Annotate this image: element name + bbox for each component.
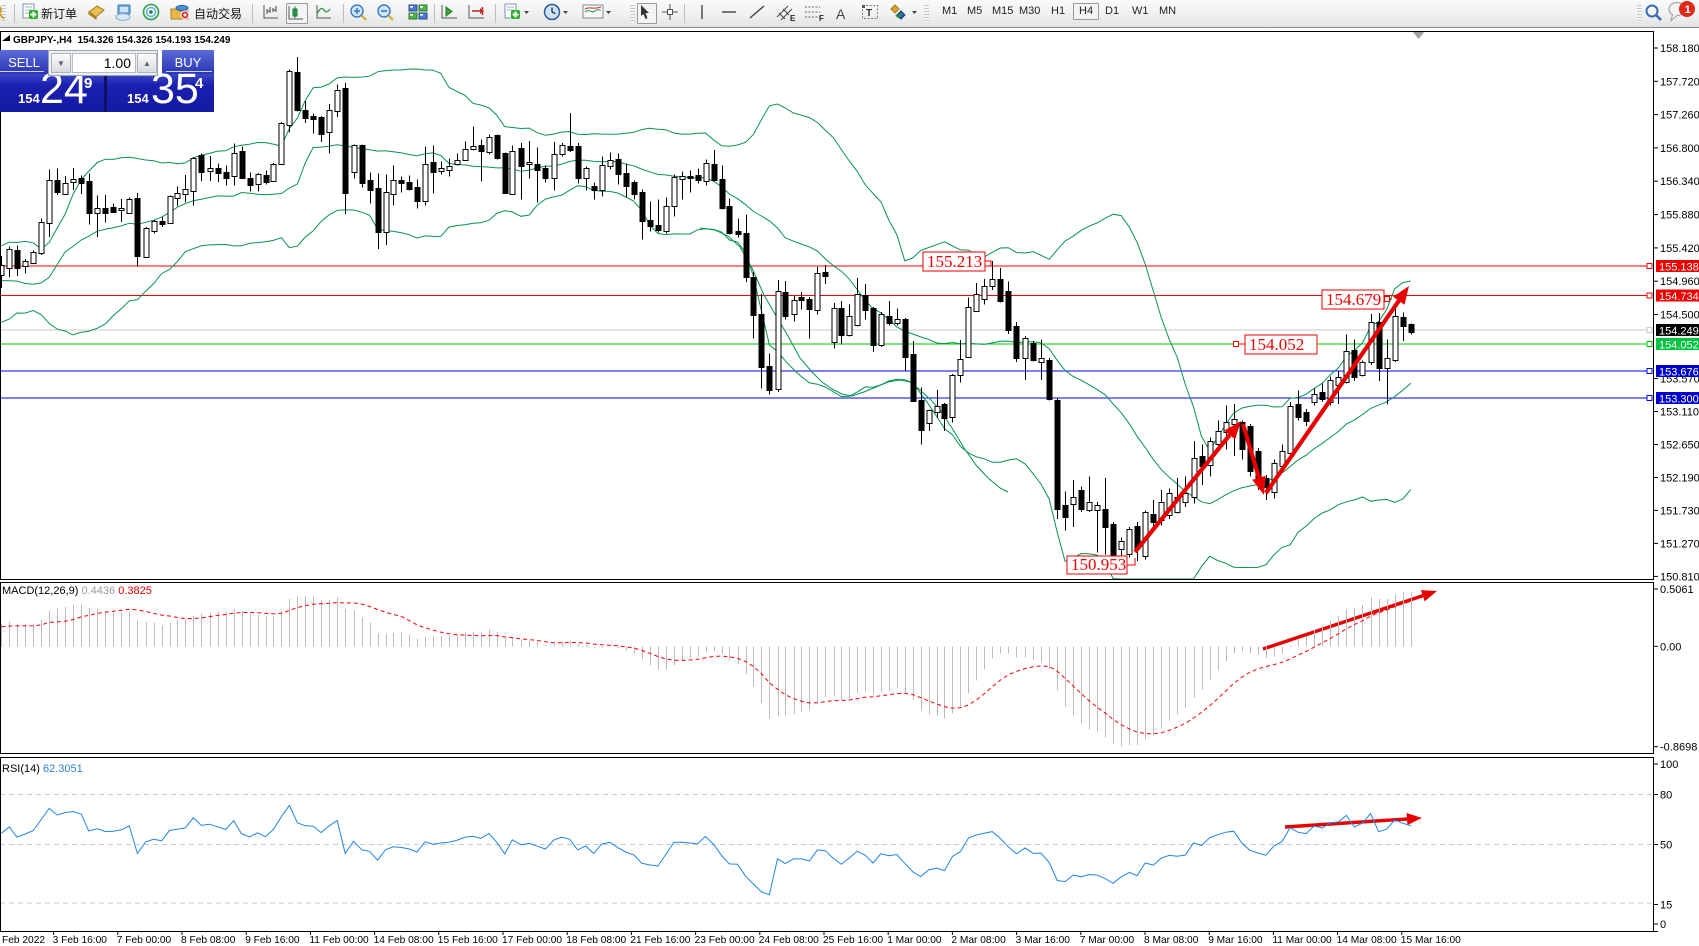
svg-text:15 Mar 16:00: 15 Mar 16:00	[1401, 935, 1461, 946]
svg-text:154.500: 154.500	[1660, 310, 1699, 322]
svg-text:153.676: 153.676	[1659, 367, 1699, 379]
svg-text:GBPJPY-,H4 154.326 154.326 15: GBPJPY-,H4 154.326 154.326 154.193 154.2…	[13, 35, 231, 46]
svg-text:E: E	[790, 14, 796, 22]
svg-text:154.679: 154.679	[1326, 290, 1381, 309]
svg-text:155.880: 155.880	[1660, 210, 1699, 222]
svg-text:150.953: 150.953	[1071, 555, 1126, 574]
svg-text:154.734: 154.734	[1659, 291, 1699, 303]
svg-text:T: T	[866, 8, 872, 19]
svg-text:18 Feb 08:00: 18 Feb 08:00	[566, 935, 626, 946]
svg-text:8 Feb 08:00: 8 Feb 08:00	[181, 935, 236, 946]
svg-text:F: F	[819, 14, 824, 22]
svg-text:155.138: 155.138	[1659, 262, 1699, 274]
svg-text:15 Feb 16:00: 15 Feb 16:00	[438, 935, 498, 946]
svg-text:155.420: 155.420	[1660, 243, 1699, 255]
svg-text:24 Feb 08:00: 24 Feb 08:00	[759, 935, 819, 946]
svg-text:1 Mar 00:00: 1 Mar 00:00	[887, 935, 942, 946]
svg-text:11 Mar 00:00: 11 Mar 00:00	[1272, 935, 1332, 946]
svg-text:158.180: 158.180	[1660, 43, 1699, 55]
svg-text:154.052: 154.052	[1659, 340, 1699, 352]
svg-text:153.300: 153.300	[1659, 394, 1699, 406]
svg-text:2 Mar 08:00: 2 Mar 08:00	[951, 935, 1006, 946]
svg-text:8 Mar 08:00: 8 Mar 08:00	[1144, 935, 1199, 946]
svg-text:RSI(14) 62.3051: RSI(14) 62.3051	[2, 763, 83, 775]
svg-text:-0.8698: -0.8698	[1660, 742, 1697, 754]
svg-text:0.00: 0.00	[1660, 641, 1681, 653]
svg-text:80: 80	[1660, 790, 1672, 802]
svg-text:152.190: 152.190	[1660, 473, 1699, 485]
svg-text:154.960: 154.960	[1660, 276, 1699, 288]
svg-text:11 Feb 00:00: 11 Feb 00:00	[309, 935, 369, 946]
svg-text:21 Feb 16:00: 21 Feb 16:00	[630, 935, 690, 946]
svg-text:155.213: 155.213	[927, 252, 982, 271]
svg-text:Feb 2022: Feb 2022	[2, 935, 45, 946]
svg-text:7 Mar 00:00: 7 Mar 00:00	[1080, 935, 1135, 946]
svg-text:MACD(12,26,9) 0.4436 0.3825: MACD(12,26,9) 0.4436 0.3825	[2, 585, 152, 597]
svg-text:150.810: 150.810	[1660, 571, 1699, 583]
svg-text:157.720: 157.720	[1660, 76, 1699, 88]
svg-text:17 Feb 00:00: 17 Feb 00:00	[502, 935, 562, 946]
svg-text:156.800: 156.800	[1660, 143, 1699, 155]
svg-text:0.5061: 0.5061	[1660, 584, 1694, 596]
svg-text:152.650: 152.650	[1660, 440, 1699, 452]
svg-text:0: 0	[1660, 919, 1666, 931]
svg-text:3 Feb 16:00: 3 Feb 16:00	[53, 935, 108, 946]
svg-text:14 Mar 08:00: 14 Mar 08:00	[1337, 935, 1397, 946]
svg-text:1: 1	[1685, 4, 1691, 16]
svg-text:151.270: 151.270	[1660, 538, 1699, 550]
svg-text:14 Feb 08:00: 14 Feb 08:00	[374, 935, 434, 946]
svg-text:153.110: 153.110	[1660, 407, 1699, 419]
svg-text:9 Feb 16:00: 9 Feb 16:00	[245, 935, 300, 946]
svg-text:151.730: 151.730	[1660, 505, 1699, 517]
svg-text:25 Feb 16:00: 25 Feb 16:00	[823, 935, 883, 946]
svg-text:7 Feb 00:00: 7 Feb 00:00	[117, 935, 172, 946]
svg-text:23 Feb 00:00: 23 Feb 00:00	[695, 935, 755, 946]
svg-text:100: 100	[1660, 759, 1678, 771]
svg-text:15: 15	[1660, 900, 1672, 912]
svg-text:154.052: 154.052	[1249, 335, 1304, 354]
svg-text:154.249: 154.249	[1659, 326, 1699, 338]
svg-text:9 Mar 16:00: 9 Mar 16:00	[1208, 935, 1263, 946]
svg-text:157.260: 157.260	[1660, 110, 1699, 122]
svg-text:156.340: 156.340	[1660, 176, 1699, 188]
svg-text:50: 50	[1660, 840, 1672, 852]
svg-text:3 Mar 16:00: 3 Mar 16:00	[1016, 935, 1071, 946]
